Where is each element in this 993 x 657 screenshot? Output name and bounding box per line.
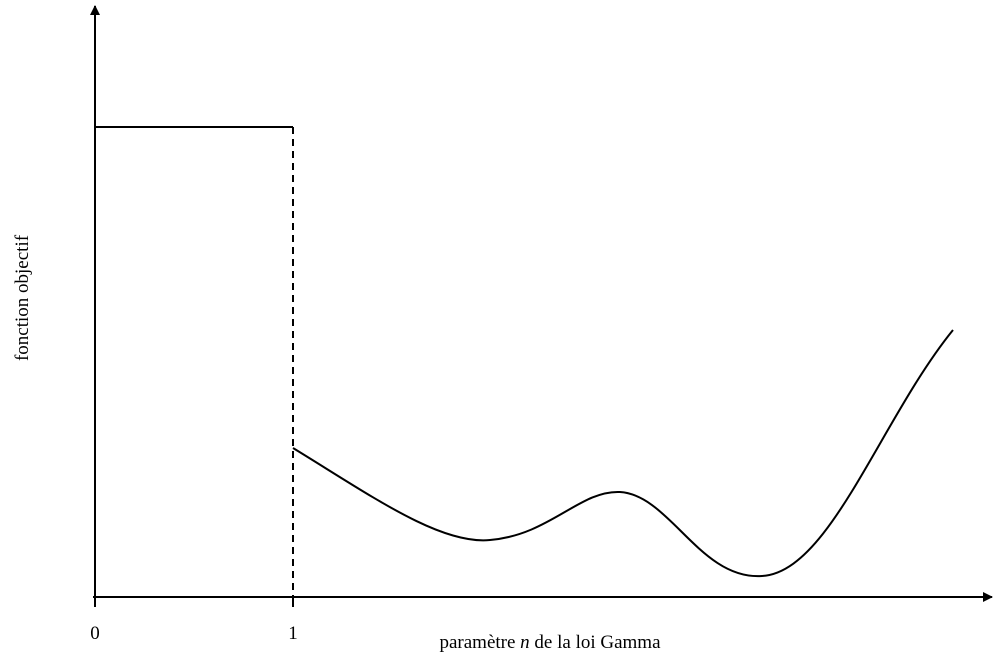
y-axis-label: fonction objectif (12, 234, 33, 361)
x-tick-label: 1 (288, 623, 298, 644)
label-part: de la loi Gamma (530, 632, 661, 653)
label-part: n (520, 632, 530, 653)
x-tick-label: 0 (90, 623, 100, 644)
x-axis-label: paramètre n de la loi Gamma (439, 632, 661, 653)
curve (292, 329, 954, 578)
label-part: paramètre (439, 632, 520, 653)
